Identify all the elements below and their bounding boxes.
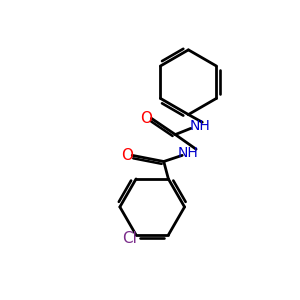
Text: NH: NH: [178, 146, 199, 160]
Text: O: O: [121, 148, 133, 163]
Text: O: O: [140, 111, 152, 126]
Text: Cl: Cl: [122, 231, 137, 246]
Text: NH: NH: [190, 119, 210, 133]
